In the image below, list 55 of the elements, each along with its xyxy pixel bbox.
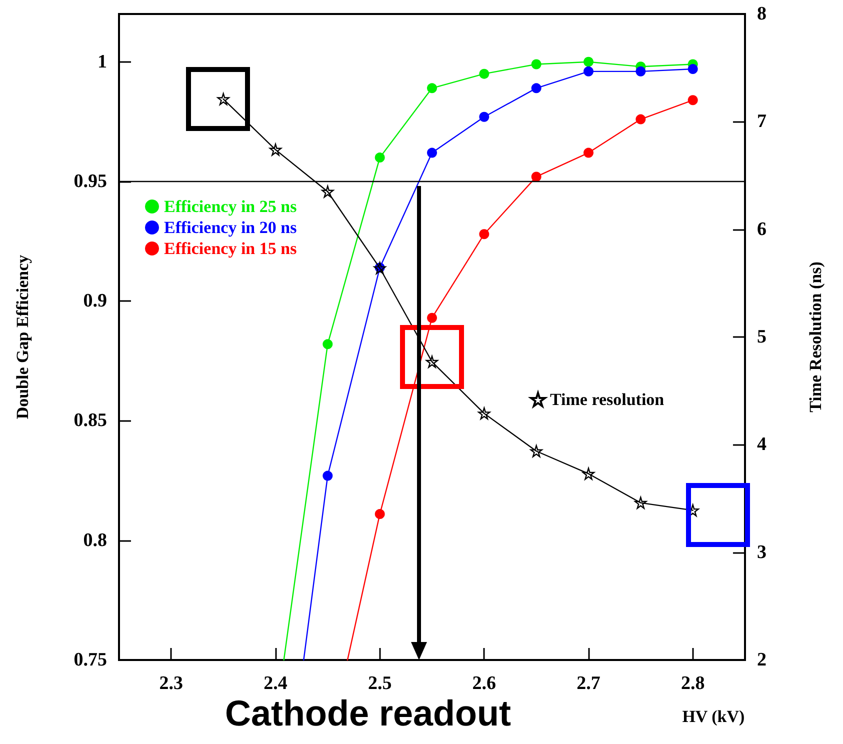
text: Cathode readout <box>225 692 512 734</box>
x-tick-label: 2.3 <box>159 673 184 694</box>
point <box>688 64 698 74</box>
point <box>636 114 646 124</box>
point <box>478 407 490 420</box>
y-tick-label: 0.8 <box>83 530 107 551</box>
x-tick-label: 2.5 <box>368 673 392 694</box>
point <box>374 509 385 520</box>
point <box>584 66 594 76</box>
y-tick-label: 0.75 <box>74 650 107 670</box>
point <box>634 496 647 509</box>
x-tick-label: 2.6 <box>472 673 496 694</box>
point <box>479 112 490 122</box>
point <box>322 186 334 198</box>
point <box>636 66 646 76</box>
y2-axis-title: Time Resolution (ns) <box>806 262 825 412</box>
y2-tick-label: 4 <box>757 434 767 456</box>
point <box>269 144 282 156</box>
point <box>479 229 490 240</box>
point <box>688 95 698 106</box>
y-tick-label: 0.9 <box>83 290 107 312</box>
legend-label: Time resolution <box>550 390 665 409</box>
point <box>531 59 542 70</box>
legend-label: Efficiency in 15 ns <box>164 239 298 258</box>
legend-label: Efficiency in 25 ns <box>164 197 298 216</box>
point <box>531 172 542 182</box>
x-tick-label: 2.8 <box>680 673 705 694</box>
y-tick-label: 0.85 <box>74 410 107 432</box>
y2-tick-label: 3 <box>757 542 766 563</box>
x-tick-label: 2.4 <box>264 673 288 694</box>
y-axis-title: Double Gap Efficiency <box>13 254 32 420</box>
y2-tick-label: 7 <box>757 111 767 132</box>
point <box>531 83 542 94</box>
x-tick-label: 2.7 <box>576 673 601 694</box>
point <box>426 356 438 368</box>
y-tick-label: 1 <box>98 51 107 72</box>
point <box>584 148 594 158</box>
point <box>427 312 437 323</box>
point <box>427 148 437 158</box>
point <box>479 68 490 79</box>
point <box>217 92 230 106</box>
point <box>584 56 594 67</box>
point <box>322 339 333 350</box>
y-tick-label: 0.95 <box>74 170 107 192</box>
legend-label: Efficiency in 20 ns <box>164 218 298 237</box>
x-axis-title: HV (kV) <box>682 707 745 726</box>
y2-tick-label: 6 <box>757 218 766 240</box>
point <box>427 83 437 94</box>
point <box>582 468 595 480</box>
point <box>374 152 385 163</box>
point <box>530 445 542 458</box>
y2-tick-label: 8 <box>757 4 766 24</box>
y2-tick-label: 5 <box>757 326 766 348</box>
point <box>322 470 333 481</box>
y2-tick-label: 2 <box>757 650 766 670</box>
